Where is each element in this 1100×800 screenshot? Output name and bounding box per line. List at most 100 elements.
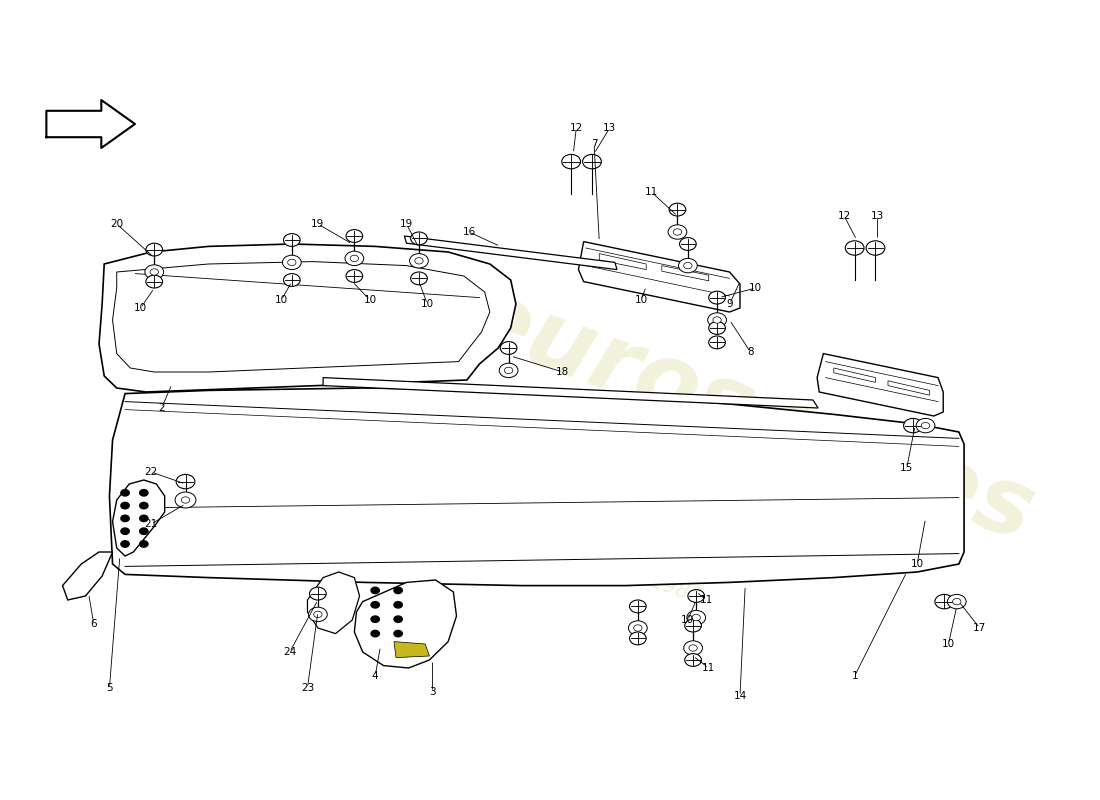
Circle shape xyxy=(499,363,518,378)
Text: 17: 17 xyxy=(974,623,987,633)
Circle shape xyxy=(629,600,646,613)
Circle shape xyxy=(140,502,148,509)
Polygon shape xyxy=(394,642,429,658)
Text: 14: 14 xyxy=(734,691,747,701)
Text: 13: 13 xyxy=(603,123,616,133)
Text: 8: 8 xyxy=(747,347,754,357)
Polygon shape xyxy=(323,378,818,408)
Text: a passion for parts since 1985: a passion for parts since 1985 xyxy=(402,481,704,607)
Circle shape xyxy=(684,619,702,632)
Circle shape xyxy=(346,270,363,282)
Text: 16: 16 xyxy=(462,227,475,237)
Circle shape xyxy=(182,497,189,503)
Polygon shape xyxy=(354,580,456,668)
Circle shape xyxy=(140,515,148,522)
Circle shape xyxy=(707,313,726,327)
Circle shape xyxy=(409,254,428,268)
Text: 10: 10 xyxy=(681,615,694,625)
Polygon shape xyxy=(817,354,943,416)
Circle shape xyxy=(288,259,296,266)
Text: 23: 23 xyxy=(300,683,315,693)
Text: 6: 6 xyxy=(90,619,97,629)
Circle shape xyxy=(350,255,359,262)
Polygon shape xyxy=(308,572,360,634)
Polygon shape xyxy=(405,236,617,270)
Text: eurospares: eurospares xyxy=(454,270,1047,562)
Text: 20: 20 xyxy=(110,219,123,229)
Circle shape xyxy=(708,336,725,349)
Circle shape xyxy=(140,490,148,496)
Text: 11: 11 xyxy=(700,595,713,605)
Text: 18: 18 xyxy=(557,367,570,377)
Circle shape xyxy=(140,541,148,547)
Text: 5: 5 xyxy=(106,683,112,693)
Polygon shape xyxy=(63,552,112,600)
Text: 2: 2 xyxy=(158,403,165,413)
Circle shape xyxy=(345,251,364,266)
Circle shape xyxy=(346,230,363,242)
Text: 10: 10 xyxy=(749,283,762,293)
Circle shape xyxy=(284,234,300,246)
Text: 4: 4 xyxy=(372,671,378,681)
Circle shape xyxy=(684,641,703,655)
Text: 19: 19 xyxy=(399,219,414,229)
Circle shape xyxy=(679,258,697,273)
Circle shape xyxy=(121,502,129,509)
Text: 11: 11 xyxy=(645,187,658,197)
Circle shape xyxy=(309,587,327,600)
Circle shape xyxy=(692,614,701,621)
Text: 12: 12 xyxy=(837,211,850,221)
Text: 10: 10 xyxy=(635,295,648,305)
Circle shape xyxy=(146,275,163,288)
Circle shape xyxy=(410,232,427,245)
Circle shape xyxy=(175,492,196,508)
Polygon shape xyxy=(46,100,135,148)
Circle shape xyxy=(371,602,380,608)
Circle shape xyxy=(283,255,301,270)
Circle shape xyxy=(121,528,129,534)
Text: 13: 13 xyxy=(871,211,884,221)
Circle shape xyxy=(686,610,705,625)
Circle shape xyxy=(922,422,930,429)
Circle shape xyxy=(935,594,954,609)
Text: 21: 21 xyxy=(144,519,157,529)
Circle shape xyxy=(146,243,163,256)
Circle shape xyxy=(916,418,935,433)
Circle shape xyxy=(680,238,696,250)
Text: 1: 1 xyxy=(851,671,858,681)
Text: 10: 10 xyxy=(363,295,376,305)
Circle shape xyxy=(150,269,158,275)
Circle shape xyxy=(689,645,697,651)
Circle shape xyxy=(500,342,517,354)
Text: 10: 10 xyxy=(911,559,924,569)
Circle shape xyxy=(583,154,602,169)
Circle shape xyxy=(669,203,685,216)
Text: 12: 12 xyxy=(570,123,583,133)
Circle shape xyxy=(176,474,195,489)
Circle shape xyxy=(953,598,961,605)
Circle shape xyxy=(308,607,328,622)
Polygon shape xyxy=(99,244,516,392)
Circle shape xyxy=(121,490,129,496)
Circle shape xyxy=(371,630,380,637)
Circle shape xyxy=(394,616,403,622)
Circle shape xyxy=(314,611,322,618)
Circle shape xyxy=(284,274,300,286)
Text: 19: 19 xyxy=(311,219,324,229)
Circle shape xyxy=(708,322,725,334)
Text: 15: 15 xyxy=(900,463,913,473)
Text: 10: 10 xyxy=(275,295,288,305)
Circle shape xyxy=(410,272,427,285)
Circle shape xyxy=(947,594,966,609)
Text: 7: 7 xyxy=(591,139,597,149)
Circle shape xyxy=(688,590,705,602)
Text: 3: 3 xyxy=(429,687,436,697)
Circle shape xyxy=(505,367,513,374)
Circle shape xyxy=(562,154,581,169)
Text: 10: 10 xyxy=(942,639,955,649)
Polygon shape xyxy=(109,388,964,586)
Circle shape xyxy=(394,630,403,637)
Circle shape xyxy=(684,262,692,269)
Circle shape xyxy=(628,621,647,635)
Circle shape xyxy=(371,616,380,622)
